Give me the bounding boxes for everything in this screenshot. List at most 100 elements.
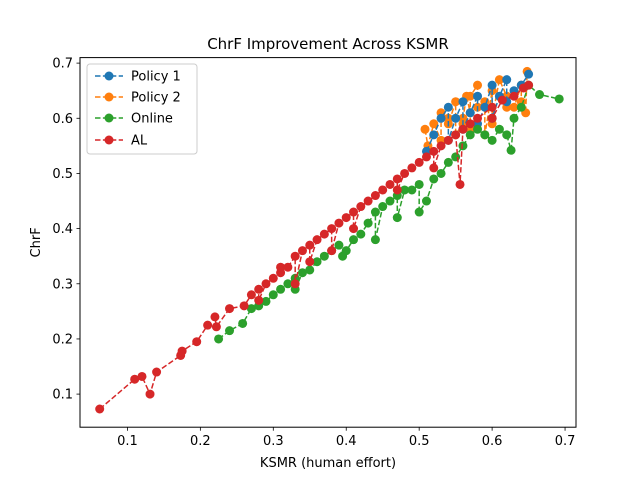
data-point-al — [312, 235, 322, 245]
data-point-al — [137, 371, 147, 381]
legend-label-al: AL — [131, 134, 148, 149]
legend-label-policy-2: Policy 2 — [131, 91, 181, 106]
data-point-online — [443, 157, 453, 167]
data-point-al — [487, 102, 497, 112]
series-al — [95, 80, 534, 414]
y-tick-label: 0.5 — [52, 167, 73, 182]
plot-area — [95, 66, 564, 414]
data-point-al — [465, 119, 475, 129]
data-point-policy-2 — [451, 97, 461, 107]
data-point-al — [378, 185, 388, 195]
x-axis-ticks: 0.1 0.2 0.3 0.4 0.5 0.6 0.7 — [117, 427, 575, 449]
data-point-policy-1 — [443, 102, 453, 112]
data-point-al — [414, 157, 424, 167]
data-point-al — [458, 124, 468, 134]
data-point-policy-1 — [451, 113, 461, 123]
data-point-al — [276, 262, 286, 272]
data-point-policy-2 — [465, 91, 475, 101]
y-tick-label: 0.4 — [52, 222, 73, 237]
data-point-online — [421, 196, 431, 206]
data-point-al — [400, 168, 410, 178]
data-point-online — [246, 304, 256, 314]
data-point-online — [305, 265, 315, 275]
data-point-al — [290, 279, 300, 289]
data-point-online — [494, 124, 504, 134]
data-point-online — [370, 235, 380, 245]
data-point-online — [392, 213, 402, 223]
data-point-online — [465, 130, 475, 140]
data-point-al — [436, 141, 446, 151]
data-point-online — [436, 168, 446, 178]
data-point-online — [312, 257, 322, 267]
data-point-online — [268, 290, 278, 300]
legend-label-online: Online — [131, 112, 173, 127]
data-point-al — [246, 290, 256, 300]
data-point-online — [407, 185, 417, 195]
x-tick-label: 0.1 — [117, 434, 138, 449]
legend-marker-policy-1 — [104, 71, 114, 81]
data-point-policy-1 — [465, 108, 475, 118]
data-point-al — [327, 224, 337, 234]
axes-frame — [79, 57, 577, 428]
data-point-online — [261, 296, 271, 306]
x-axis-label: KSMR (human effort) — [260, 456, 396, 471]
data-point-online — [238, 318, 248, 328]
x-tick-label: 0.7 — [555, 434, 576, 449]
data-point-online — [400, 185, 410, 195]
data-point-al — [283, 262, 293, 272]
data-point-policy-1 — [458, 97, 468, 107]
data-point-online — [385, 196, 395, 206]
data-point-al — [152, 367, 162, 377]
data-point-policy-2 — [494, 75, 504, 85]
data-point-online — [473, 124, 483, 134]
data-point-al — [305, 257, 315, 267]
chart-title: ChrF Improvement Across KSMR — [207, 35, 449, 53]
data-point-policy-2 — [420, 124, 430, 134]
y-axis-label: ChrF — [29, 227, 44, 257]
data-point-online — [341, 246, 351, 256]
data-point-online — [356, 229, 366, 239]
data-point-al — [254, 284, 264, 294]
legend-label-policy-1: Policy 1 — [131, 70, 181, 85]
data-point-online — [414, 207, 424, 217]
data-point-al — [211, 322, 221, 332]
y-tick-label: 0.2 — [52, 332, 73, 347]
data-point-al — [261, 279, 271, 289]
data-point-policy-1 — [487, 80, 497, 90]
data-point-al — [392, 174, 402, 184]
data-point-al — [421, 152, 431, 162]
data-point-al — [297, 246, 307, 256]
data-point-online — [283, 279, 293, 289]
y-tick-label: 0.1 — [52, 388, 73, 403]
data-point-al — [349, 207, 359, 217]
data-point-online — [429, 174, 439, 184]
data-point-al — [487, 113, 497, 123]
legend-marker-policy-2 — [104, 92, 114, 102]
data-point-al — [177, 346, 187, 356]
data-point-al — [385, 179, 395, 189]
data-point-online — [363, 218, 373, 228]
data-point-online — [319, 251, 329, 261]
data-point-al — [290, 251, 300, 261]
x-tick-label: 0.2 — [190, 434, 211, 449]
data-point-policy-1 — [502, 75, 512, 85]
data-point-online — [458, 141, 468, 151]
legend-entry-policy-1: Policy 1 — [95, 70, 181, 85]
data-point-policy-1 — [473, 91, 483, 101]
legend-marker-online — [104, 113, 114, 123]
data-point-online — [502, 130, 512, 140]
data-point-al — [305, 240, 315, 250]
data-point-al — [524, 80, 534, 90]
data-point-policy-1 — [429, 130, 439, 140]
data-point-al — [349, 224, 359, 234]
x-tick-label: 0.6 — [482, 434, 503, 449]
data-point-online — [276, 284, 286, 294]
data-point-al — [429, 163, 439, 173]
data-point-al — [443, 135, 453, 145]
data-point-policy-2 — [509, 102, 519, 112]
data-point-al — [203, 320, 213, 330]
data-point-al — [145, 389, 155, 399]
y-tick-label: 0.3 — [52, 277, 73, 292]
legend-marker-al — [104, 135, 114, 145]
data-point-al — [473, 113, 483, 123]
